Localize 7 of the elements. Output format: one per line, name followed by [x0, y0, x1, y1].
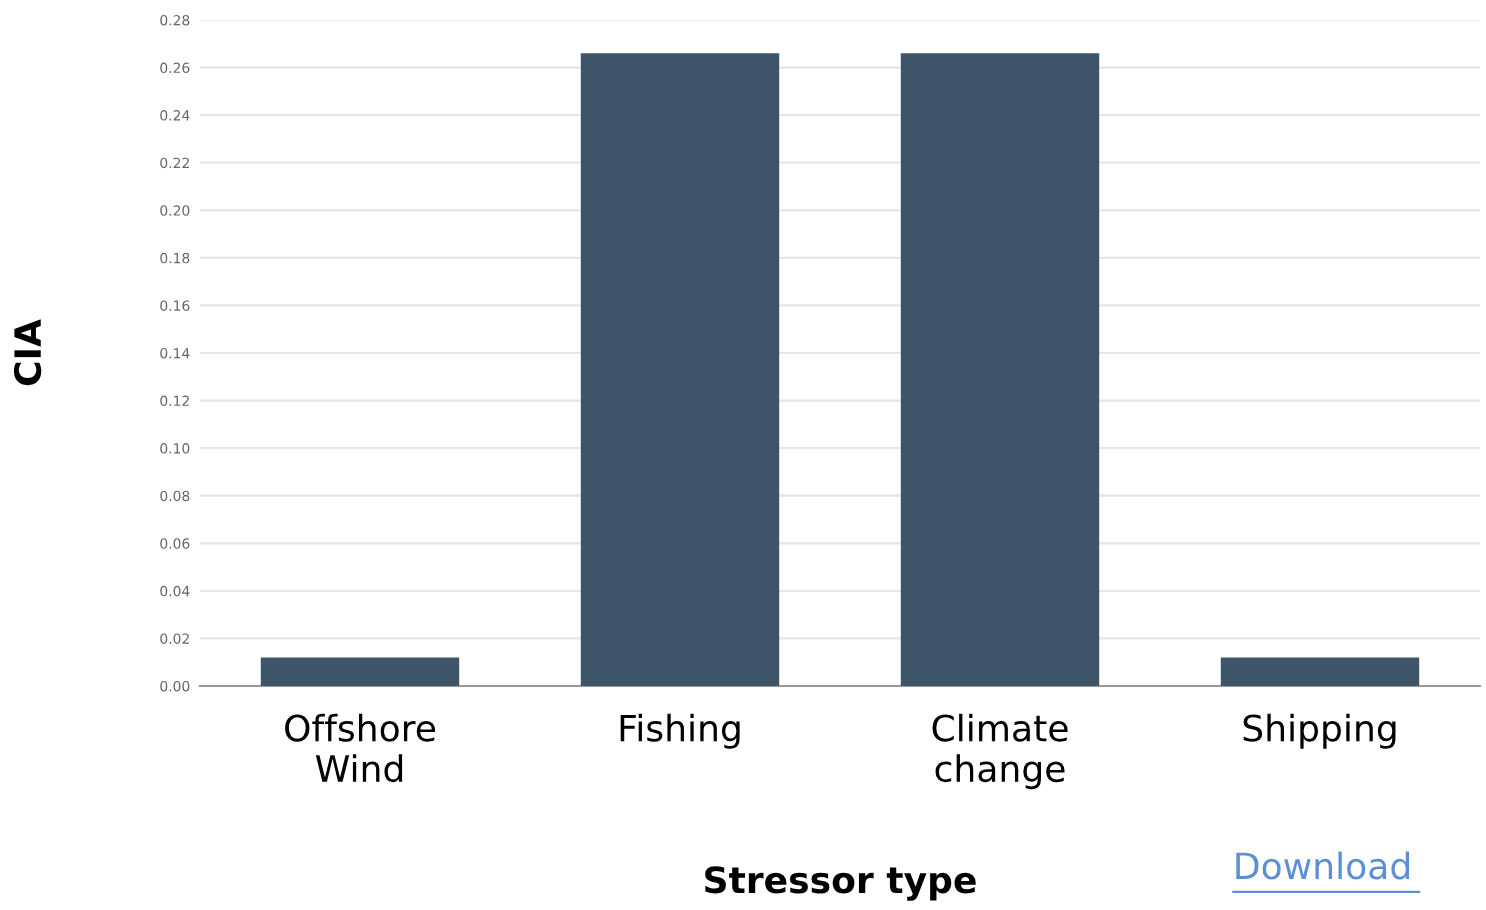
x-tick-label: Offshore Wind	[285, 713, 436, 783]
y-axis-title: CIA	[13, 319, 42, 386]
x-axis-title: Stressor type	[705, 866, 976, 901]
x-tick-label: Fishing	[620, 713, 740, 749]
text: Download	[1236, 851, 1410, 880]
x-tick-label: Shipping	[1243, 713, 1396, 749]
x-tick-label: Climate change	[932, 713, 1068, 790]
